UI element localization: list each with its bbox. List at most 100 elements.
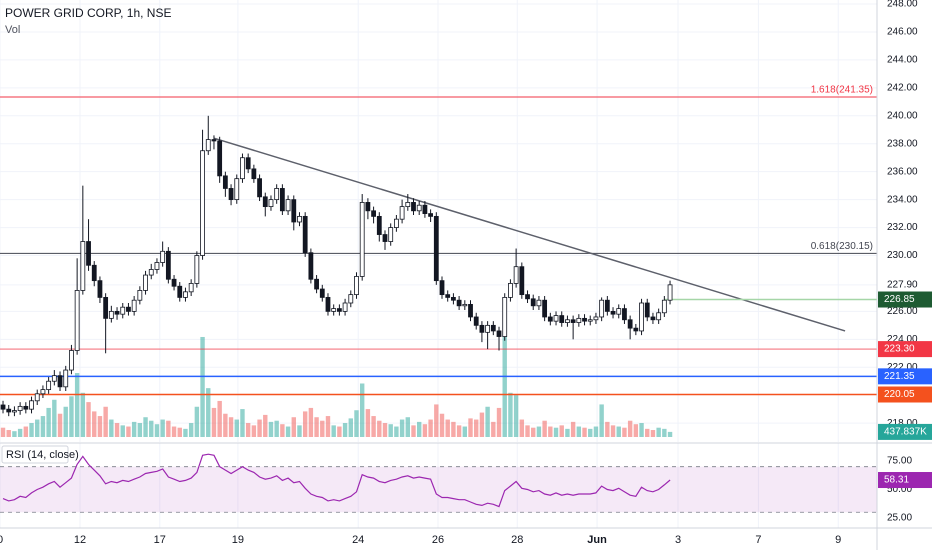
volume-bar [348,418,353,437]
volume-bar [548,426,553,437]
volume-bar [245,423,251,437]
candle-body [525,294,530,300]
volume-bar [496,407,502,437]
volume-bar [143,417,148,437]
volume-bar [0,427,6,437]
volume-bar [188,423,194,437]
volume-bar [166,420,171,437]
candle-body [393,218,399,228]
candle-body [57,375,63,388]
candle-body [268,199,274,208]
candle-body [582,317,587,322]
candle-body [468,303,473,318]
volume-bar [40,416,46,437]
candle-body [610,310,616,315]
volume-bar [656,427,661,437]
candle-body [667,284,673,301]
volume-bar [109,419,114,437]
volume-bar [491,421,496,437]
volume-bar [103,406,108,437]
level-badge: 223.30 [884,344,915,355]
last-price-badge-bg [878,291,932,308]
volume-bar [74,373,80,437]
candle-body [126,306,131,312]
volume-bar [468,418,473,437]
candle-body [51,375,57,382]
volume-bar [633,424,639,437]
candle-body [160,250,166,263]
volume-bar [662,428,667,437]
candle-body [69,350,74,371]
volume-bar [52,399,57,437]
candle-body [485,324,491,333]
candle-body [245,157,251,170]
x-tick-label: 28 [511,534,523,546]
volume-bar [274,420,279,437]
volume-bar [394,426,399,437]
candle-body [433,215,439,282]
candle-body [405,202,411,208]
rsi-tick-label: 75.00 [887,456,912,467]
candle-body [183,291,188,298]
x-tick-label: Jun [587,534,607,546]
candle-body [650,316,656,321]
volume-badge-bg [878,423,932,440]
candle-body [120,306,126,315]
volume-bar [559,425,564,437]
volume-bar [474,419,479,437]
candle-body [302,215,308,254]
volume-bar [377,420,382,437]
candle-body [331,308,337,312]
candle-body [137,290,143,301]
volume-bar [627,420,633,437]
x-tick-label: 12 [74,534,86,546]
candle-body [519,266,525,296]
grid [0,0,877,528]
candle-body [565,319,570,323]
x-tick-label: 3 [675,534,681,546]
candle-body [148,269,154,276]
volume-bar [365,409,371,437]
candle-body [205,139,211,152]
candle-body [234,178,240,201]
candle-body [513,266,519,284]
volume-bar [240,409,245,437]
volume-bar [17,428,23,437]
volume-bar [331,425,336,437]
volume-bar [451,421,456,437]
y-tick-label: 227.90 [887,279,918,290]
volume-bar [183,428,188,437]
candle-body [479,324,485,333]
volume-bar [570,421,576,437]
candle-body [633,327,639,332]
y-tick-label: 222.00 [887,362,918,373]
volume-bar [131,421,137,437]
candle-body [462,303,468,307]
candle-body [0,404,6,410]
candle-body [103,297,109,319]
volume-bar [462,426,468,437]
y-tick-label: 236.00 [887,166,918,177]
candle-body [308,252,314,280]
candle-body [222,175,228,189]
candle-body [154,262,160,270]
rsi-tick-label: 25.00 [887,513,912,524]
candle-body [411,202,416,212]
volume-bar [149,420,154,437]
rsi-badge-bg [878,472,932,489]
candle-body [251,168,257,180]
x-tick-label: 7 [755,534,761,546]
volume-bar [120,425,125,437]
volume-bar [622,427,627,437]
candle-body [177,285,183,298]
volume-bar [297,425,302,437]
candle-body [428,213,434,217]
chart-title: POWER GRID CORP, 1h, NSE [5,6,171,20]
candle-body [416,204,422,212]
volume-bar [291,417,296,437]
volume-bar [268,421,274,437]
candle-body [319,288,325,298]
candle-body [325,297,331,312]
candle-body [262,196,268,208]
